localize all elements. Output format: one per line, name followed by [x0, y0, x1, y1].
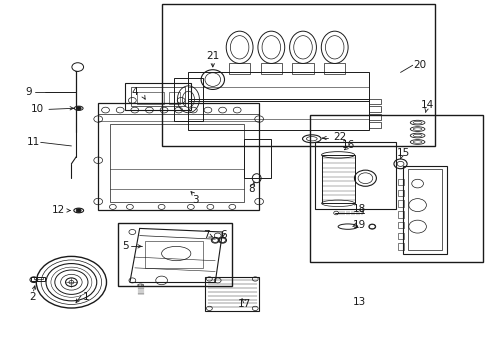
Text: 20: 20 — [413, 60, 426, 70]
Bar — [324, 63, 345, 74]
Bar — [292, 63, 313, 74]
Text: 10: 10 — [31, 104, 44, 114]
Bar — [144, 241, 203, 268]
Bar — [368, 114, 380, 120]
Text: 2: 2 — [29, 292, 36, 302]
Text: 18: 18 — [352, 204, 365, 214]
Bar — [188, 72, 368, 101]
Bar — [397, 243, 403, 250]
Bar — [407, 169, 441, 250]
Bar — [228, 63, 250, 74]
Bar — [397, 201, 403, 207]
Text: 7: 7 — [203, 230, 209, 239]
Text: 16: 16 — [341, 140, 354, 150]
Bar — [205, 277, 259, 311]
Bar — [397, 222, 403, 228]
Bar — [368, 122, 380, 128]
Bar — [260, 63, 282, 74]
Bar — [315, 142, 395, 209]
Bar — [321, 155, 354, 203]
Text: 4: 4 — [131, 87, 138, 97]
Bar — [397, 190, 403, 196]
Text: 9: 9 — [25, 87, 32, 97]
Bar — [402, 166, 446, 253]
Bar — [173, 78, 203, 121]
Text: 15: 15 — [396, 148, 409, 158]
Bar — [368, 107, 380, 112]
Bar — [397, 179, 403, 185]
Text: 11: 11 — [27, 138, 41, 147]
Text: 5: 5 — [122, 241, 128, 251]
Text: 14: 14 — [420, 100, 433, 110]
Bar — [188, 99, 368, 130]
Circle shape — [76, 107, 81, 110]
Bar — [368, 99, 380, 104]
Text: 6: 6 — [220, 230, 227, 239]
Bar — [31, 277, 45, 281]
Bar — [168, 92, 179, 104]
Bar — [34, 277, 42, 279]
Bar — [310, 116, 483, 262]
Bar — [397, 211, 403, 218]
Text: 19: 19 — [352, 220, 365, 230]
Text: 8: 8 — [248, 184, 255, 194]
Text: 1: 1 — [82, 292, 89, 302]
Bar — [98, 103, 259, 211]
Bar — [161, 4, 434, 146]
Text: 13: 13 — [352, 297, 365, 307]
Circle shape — [76, 209, 81, 212]
Text: 3: 3 — [192, 195, 199, 205]
Bar — [110, 125, 244, 202]
Bar — [137, 92, 163, 104]
Text: 21: 21 — [206, 51, 219, 61]
Text: 17: 17 — [237, 299, 251, 309]
Text: 12: 12 — [52, 206, 65, 216]
Text: 22: 22 — [332, 132, 346, 142]
Bar — [131, 87, 184, 107]
Bar — [397, 233, 403, 239]
Bar — [125, 83, 190, 110]
Bar — [244, 139, 271, 178]
Bar — [118, 223, 232, 286]
